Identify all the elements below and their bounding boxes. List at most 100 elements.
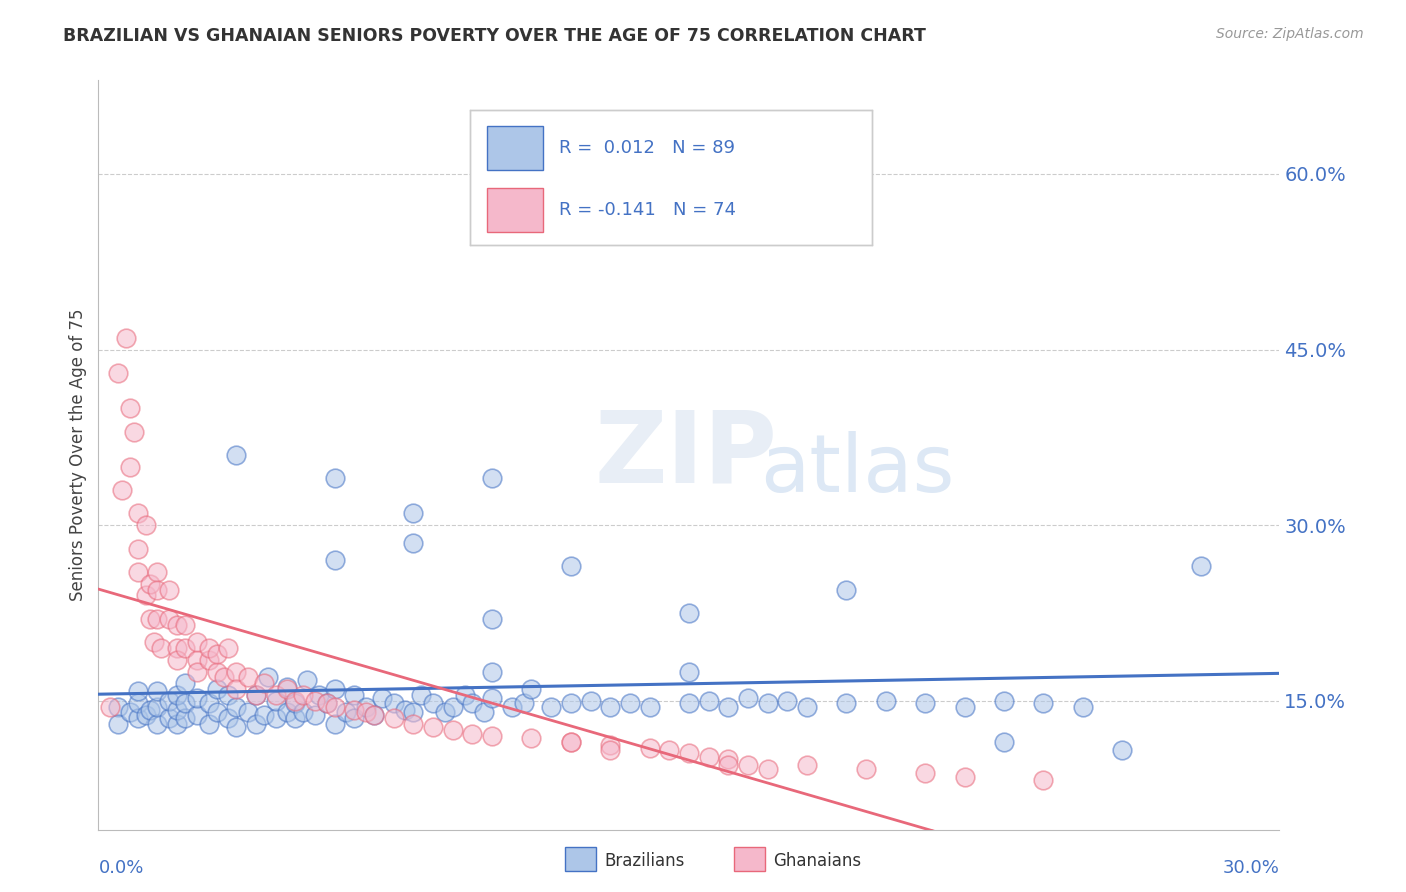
Point [245,717,267,731]
Point [157,711,180,725]
Point [717,699,740,714]
Point [323,553,346,567]
Point [875,694,897,708]
Point [678,747,700,761]
Point [501,699,523,714]
Point [174,696,197,710]
Point [276,681,298,696]
Point [157,694,180,708]
Point [402,507,425,521]
Point [111,483,134,497]
Point [343,688,366,702]
Point [776,694,799,708]
Point [481,665,503,679]
Point [284,696,307,710]
Point [217,688,239,702]
Text: Source: ZipAtlas.com: Source: ZipAtlas.com [1216,27,1364,41]
Point [354,706,377,720]
Point [481,612,503,626]
Point [382,711,405,725]
Point [264,688,287,702]
Point [422,719,444,733]
Point [354,699,377,714]
Point [276,680,298,694]
Point [402,717,425,731]
Point [560,735,582,749]
Point [157,612,180,626]
Point [225,665,247,679]
Point [323,699,346,714]
Point [678,665,700,679]
Point [315,696,337,710]
Point [835,582,858,597]
Point [481,729,503,743]
Point [284,711,307,725]
Point [157,582,180,597]
Point [796,758,818,772]
Point [1071,699,1094,714]
Point [363,707,385,722]
Point [236,706,259,720]
Point [197,641,219,656]
Point [138,703,160,717]
Point [118,706,141,720]
Point [638,699,661,714]
Point [217,711,239,725]
Point [166,641,188,656]
Point [146,582,169,597]
Point [205,681,228,696]
Point [118,459,141,474]
Point [579,694,602,708]
Point [315,696,337,710]
Point [697,694,720,708]
Point [295,673,318,687]
Point [717,752,740,766]
Point [253,676,276,690]
Point [402,706,425,720]
Point [323,471,346,485]
Point [292,688,315,702]
Point [186,635,208,649]
Point [115,331,138,345]
Point [166,688,188,702]
Point [135,707,157,722]
Point [638,740,661,755]
Point [402,535,425,549]
Point [127,565,149,579]
Point [411,688,433,702]
Point [520,731,543,746]
Point [225,699,247,714]
Point [98,699,121,714]
Point [540,699,562,714]
Point [599,743,621,757]
Point [276,706,298,720]
Point [371,691,394,706]
Point [560,696,582,710]
Point [343,703,366,717]
Point [174,641,197,656]
Point [245,688,267,702]
Point [335,706,357,720]
Point [135,589,157,603]
Point [174,676,197,690]
Point [914,696,936,710]
Point [422,696,444,710]
Text: 30.0%: 30.0% [1223,859,1279,877]
Point [953,699,976,714]
Point [135,518,157,533]
Text: BRAZILIAN VS GHANAIAN SENIORS POVERTY OVER THE AGE OF 75 CORRELATION CHART: BRAZILIAN VS GHANAIAN SENIORS POVERTY OV… [63,27,927,45]
Point [256,670,278,684]
Point [138,576,160,591]
Text: 0.0%: 0.0% [98,859,143,877]
Point [107,366,129,380]
Point [678,696,700,710]
Point [953,770,976,784]
Point [737,691,759,706]
Point [186,665,208,679]
Point [292,706,315,720]
Point [363,707,385,722]
Point [284,694,307,708]
Point [756,696,779,710]
Point [214,670,236,684]
Point [560,735,582,749]
